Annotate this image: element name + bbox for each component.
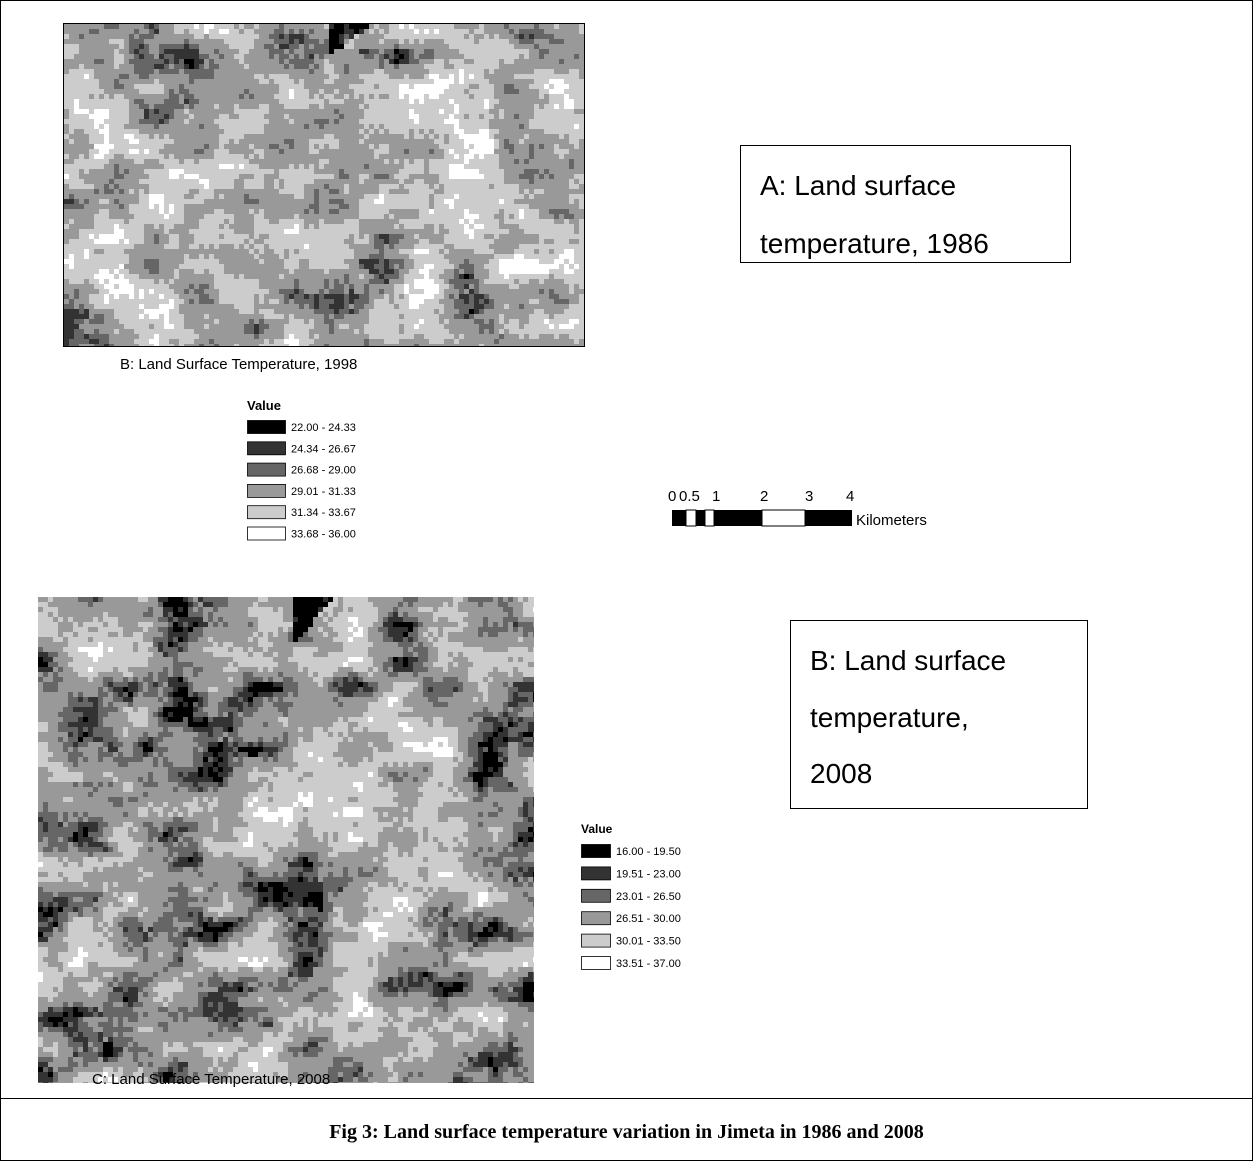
legend-swatch (248, 506, 286, 519)
map-2008 (38, 597, 534, 1083)
legend-label: 33.68 - 36.00 (291, 529, 356, 541)
legend-label: 16.00 - 19.50 (616, 846, 681, 858)
scale-label: 0.5 (679, 488, 700, 505)
legend-title: Value (581, 822, 613, 836)
legend-label: 19.51 - 23.00 (616, 868, 681, 880)
legend-swatch (582, 912, 611, 925)
legend-label: 22.00 - 24.33 (291, 422, 356, 434)
text-box: A: Land surface temperature, 1986 (740, 145, 1071, 263)
legend-swatch (582, 867, 611, 880)
box-line: temperature, 1986 (760, 228, 989, 260)
map-caption: C: Land Surface Temperature, 2008 (92, 1071, 330, 1088)
scale-label: 1 (712, 488, 720, 505)
legend-label: 33.51 - 37.00 (616, 958, 681, 970)
legend-label: 31.34 - 33.67 (291, 507, 356, 519)
legend-label: 24.34 - 26.67 (291, 443, 356, 455)
legend-swatch (582, 845, 611, 858)
scale-unit: Kilometers (856, 512, 927, 529)
legend-swatch (248, 527, 286, 540)
map-1998 (64, 24, 584, 346)
scale-label: 2 (760, 488, 768, 505)
legend-swatch (248, 463, 286, 476)
legend-swatch (582, 889, 611, 902)
legend-swatch (582, 934, 611, 947)
scale-label: 0 (668, 488, 676, 505)
legend-swatch (248, 484, 286, 497)
figure-caption: Fig 3: Land surface temperature variatio… (329, 1121, 924, 1143)
legend-label: 29.01 - 31.33 (291, 486, 356, 498)
legend-swatch (248, 442, 286, 455)
box-line: B: Land surface (810, 645, 1006, 677)
legend-label: 26.68 - 29.00 (291, 465, 356, 477)
legend-swatch (582, 957, 611, 970)
legend-label: 23.01 - 26.50 (616, 891, 681, 903)
figure: B: Land Surface Temperature, 1998 C: Lan… (0, 0, 1253, 1161)
map-caption: B: Land Surface Temperature, 1998 (120, 356, 357, 373)
legend-title: Value (247, 398, 281, 413)
box-line: 2008 (810, 758, 872, 790)
box-line: temperature, (810, 702, 969, 734)
legend-label: 30.01 - 33.50 (616, 936, 681, 948)
legend-label: 26.51 - 30.00 (616, 913, 681, 925)
box-line: A: Land surface (760, 170, 956, 202)
scale-label: 3 (805, 488, 813, 505)
scale-label: 4 (846, 488, 854, 505)
page: B: Land Surface Temperature, 1998 C: Lan… (0, 0, 1253, 1161)
text-box: B: Land surface temperature, 2008 (790, 620, 1088, 809)
legend-swatch (248, 421, 286, 434)
